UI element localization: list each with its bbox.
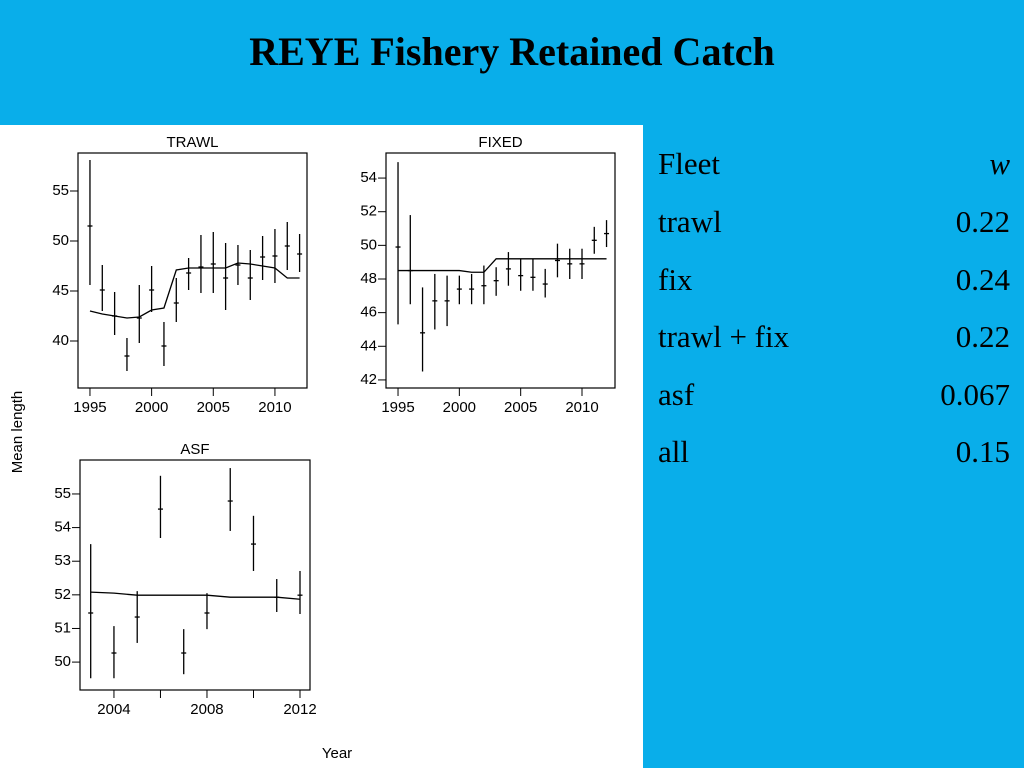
chart-title: TRAWL <box>167 134 219 151</box>
y-tick-label: 52 <box>54 586 71 603</box>
y-tick-label: 52 <box>360 203 377 220</box>
table-cell: Fleet <box>658 146 720 181</box>
x-tick-label: 2000 <box>443 399 476 416</box>
table-cell: 0.15 <box>955 434 1010 470</box>
y-tick-label: 44 <box>360 337 377 354</box>
chart-title: ASF <box>180 441 209 458</box>
x-tick-label: 2004 <box>97 701 130 718</box>
x-tick-label: 1995 <box>73 399 106 416</box>
table-cell: asf <box>658 376 695 412</box>
y-tick-label: 53 <box>54 552 71 569</box>
y-tick-label: 48 <box>360 270 377 287</box>
table-cell: 0.24 <box>955 261 1010 297</box>
y-tick-label: 40 <box>52 332 69 349</box>
x-tick-label: 1995 <box>381 399 414 416</box>
y-tick-label: 54 <box>360 169 377 186</box>
y-tick-label: 50 <box>52 232 69 249</box>
x-tick-label: 2005 <box>504 399 537 416</box>
chart-panel <box>0 125 643 768</box>
fitted-line <box>398 258 607 273</box>
y-tick-label: 50 <box>360 236 377 253</box>
y-tick-label: 46 <box>360 304 377 321</box>
x-axis-label: Year <box>322 745 352 762</box>
plot-frame <box>79 459 311 691</box>
table-cell: trawl <box>658 204 722 239</box>
y-tick-label: 50 <box>54 653 71 670</box>
table-cell: 0.22 <box>955 204 1010 239</box>
y-tick-label: 51 <box>54 619 71 636</box>
table-cell: 0.22 <box>955 319 1010 355</box>
table-cell: 0.067 <box>940 376 1010 412</box>
x-tick-label: 2000 <box>135 399 168 416</box>
plot-frame <box>77 152 308 389</box>
y-tick-label: 54 <box>54 519 71 536</box>
x-tick-label: 2012 <box>283 701 316 718</box>
x-tick-label: 2008 <box>190 701 223 718</box>
table-cell: all <box>658 434 689 470</box>
slide-title: REYE Fishery Retained Catch <box>249 29 775 74</box>
table-cell: w <box>989 146 1010 181</box>
y-tick-label: 45 <box>52 282 69 299</box>
y-axis-label: Mean length <box>9 391 26 474</box>
table-cell: fix <box>658 261 693 297</box>
chart-title: FIXED <box>478 134 522 151</box>
plot-frame <box>385 152 616 389</box>
fitted-line <box>90 591 301 600</box>
x-tick-label: 2005 <box>197 399 230 416</box>
table-cell: trawl + fix <box>658 319 790 355</box>
x-tick-label: 2010 <box>258 399 291 416</box>
y-tick-label: 55 <box>52 182 69 199</box>
x-tick-label: 2010 <box>565 399 598 416</box>
y-tick-label: 42 <box>360 371 377 388</box>
y-tick-label: 55 <box>54 485 71 502</box>
fitted-line <box>89 262 300 319</box>
